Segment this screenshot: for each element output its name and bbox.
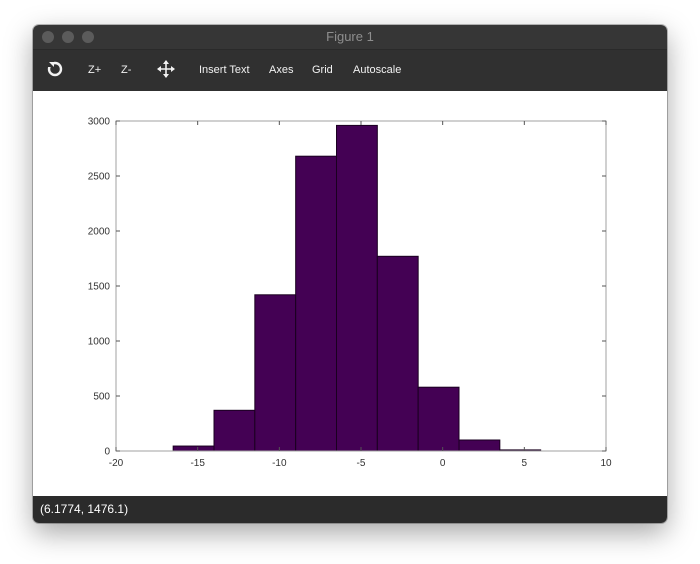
status-bar: (6.1774, 1476.1) <box>33 496 667 523</box>
pan-arrows-icon[interactable] <box>155 58 177 80</box>
x-tick-label-2: -10 <box>272 458 287 469</box>
histogram-bar-0 <box>172 445 215 452</box>
x-tick-label-3: -5 <box>357 458 366 469</box>
y-tick-labels: 0 500 1000 1500 2000 2500 3000 <box>88 117 111 458</box>
title-bar[interactable]: Figure 1 <box>33 25 667 50</box>
y-tick-label-4: 2000 <box>88 227 111 238</box>
y-tick-label-1: 500 <box>93 392 110 403</box>
autoscale-button[interactable]: Autoscale <box>353 64 402 76</box>
cursor-coordinates: (6.1774, 1476.1) <box>40 502 129 516</box>
grid-button[interactable]: Grid <box>312 64 333 76</box>
x-tick-label-5: 5 <box>522 458 528 469</box>
histogram-bar-6 <box>417 386 460 452</box>
refresh-icon[interactable] <box>44 58 66 80</box>
histogram-bar-7 <box>458 439 501 452</box>
x-tick-label-6: 10 <box>600 458 612 469</box>
x-tick-label-1: -15 <box>190 458 205 469</box>
histogram-bar-1 <box>213 409 256 452</box>
histogram-bar-5 <box>376 255 419 452</box>
histogram-chart[interactable]: -20 -15 -10 -5 0 5 10 0 500 1000 1500 2000 2500 3000 <box>33 91 667 496</box>
zoom-in-button[interactable]: Z+ <box>88 64 102 76</box>
plot-canvas[interactable]: -20 -15 -10 -5 0 5 10 0 500 1000 1500 2000 2500 3000 <box>33 91 667 496</box>
y-tick-label-6: 3000 <box>88 117 111 128</box>
figure-window: Figure 1 Z+ Z- Insert Text Axes Grid Aut… <box>33 25 667 523</box>
zoom-window-button[interactable] <box>82 31 94 43</box>
histogram-bar-4 <box>336 124 378 452</box>
axes-button[interactable]: Axes <box>269 64 294 76</box>
x-tick-label-0: -20 <box>109 458 124 469</box>
close-window-button[interactable] <box>42 31 54 43</box>
x-tick-labels: -20 -15 -10 -5 0 5 10 <box>109 458 612 469</box>
x-tick-label-4: 0 <box>440 458 446 469</box>
axis-ticks <box>115 120 607 452</box>
y-tick-label-0: 0 <box>104 447 110 458</box>
histogram-bar-3 <box>295 155 337 452</box>
y-tick-label-2: 1000 <box>88 337 111 348</box>
histogram-bar-2 <box>254 294 297 452</box>
insert-text-button[interactable]: Insert Text <box>199 64 250 76</box>
histogram-bars <box>172 124 542 452</box>
minimize-window-button[interactable] <box>62 31 74 43</box>
window-title: Figure 1 <box>326 29 374 44</box>
y-tick-label-3: 1500 <box>88 282 111 293</box>
y-tick-label-5: 2500 <box>88 172 111 183</box>
figure-toolbar: Z+ Z- Insert Text Axes Grid Autoscale <box>33 50 667 91</box>
zoom-out-button[interactable]: Z- <box>121 64 132 76</box>
